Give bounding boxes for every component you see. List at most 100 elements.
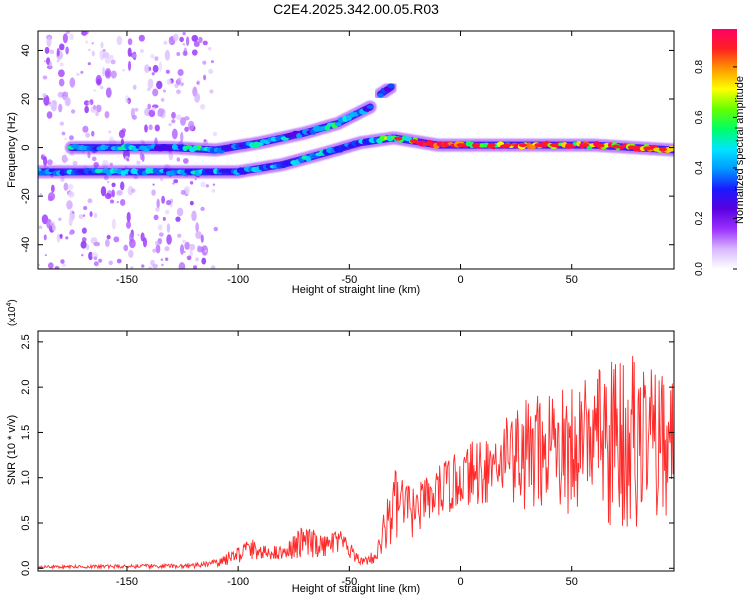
spectrogram-noise-speck [137, 233, 140, 237]
spectrogram-noise-speck [188, 243, 196, 251]
spectrogram-noise-speck [161, 263, 164, 267]
spectrogram-noise-speck [60, 259, 65, 264]
spectrogram-noise-speck [51, 224, 57, 232]
spectrogram-noise-speck [68, 191, 75, 198]
spectrogram-noise-speck [116, 190, 123, 196]
spectrogram-noise-speck [87, 198, 93, 204]
spectrogram-noise-speck [65, 31, 70, 35]
spectrogram-noise-speck [98, 258, 103, 263]
spectrogram-noise-speck [88, 48, 91, 52]
spectrogram-noise-speck [46, 218, 52, 229]
spectrogram-noise-speck [171, 111, 176, 119]
spectrogram-noise-speck [195, 257, 200, 262]
spectrogram-noise-speck [151, 106, 156, 111]
spectrogram-noise-speck [80, 70, 84, 74]
spectrogram-noise-speck [132, 53, 137, 58]
spectrogram-peak [643, 146, 652, 151]
spectrogram-noise-speck [185, 36, 190, 47]
spectrogram-noise-speck [83, 100, 90, 106]
spectrogram-noise-speck [110, 199, 115, 204]
spectrogram-noise-speck [59, 62, 64, 67]
spectrogram-noise-speck [48, 262, 54, 269]
spectrogram-noise-speck [207, 46, 212, 51]
spectrogram-noise-speck [130, 188, 136, 193]
spectrogram-noise-speck [99, 49, 105, 61]
spectrogram-noise-speck [160, 98, 165, 102]
spectrogram-noise-speck [193, 265, 198, 269]
spectrogram-track-blob [366, 105, 374, 109]
spectrogram-noise-speck [44, 46, 50, 54]
spectrogram-noise-speck [130, 266, 134, 269]
spectrogram-noise-speck [126, 211, 131, 223]
snr-x-tick-label: -50 [341, 576, 357, 588]
spectrogram-noise-speck [49, 49, 55, 55]
spectrogram-noise-speck [147, 78, 154, 89]
spectrogram-noise-speck [202, 60, 207, 65]
spectrogram-noise-speck [197, 245, 201, 253]
spectrogram-noise-speck [91, 50, 95, 57]
spectrogram-noise-speck [212, 131, 218, 137]
spectrogram-noise-speck [102, 66, 106, 77]
spectrogram-noise-speck [183, 116, 190, 121]
spectrogram-noise-speck [144, 64, 150, 74]
spectrogram-noise-speck [62, 33, 68, 44]
spectrogram-noise-speck [141, 153, 145, 162]
spectrogram-noise-speck [179, 36, 184, 43]
spectrogram-noise-speck [166, 78, 172, 85]
spectrogram-noise-speck [176, 207, 184, 217]
colorbar-tick-label: 0.0 [694, 262, 705, 276]
spectrogram-noise-speck [148, 266, 153, 269]
spectrogram-noise-speck [171, 119, 176, 124]
spectrogram-x-tick-label: 0 [457, 274, 463, 286]
spectrogram-peak [472, 143, 481, 148]
spectrogram-noise-speck [104, 111, 110, 119]
spectrogram-noise-speck [209, 89, 214, 94]
spectrogram-noise-speck [38, 225, 43, 229]
spectrogram-noise-speck [151, 72, 155, 76]
spectrogram-noise-speck [194, 92, 201, 103]
spectrogram-noise-speck [128, 249, 134, 258]
spectrogram-noise-speck [138, 34, 145, 42]
spectrogram-noise-speck [58, 103, 63, 113]
spectrogram-x-tick-label: 50 [566, 274, 578, 286]
spectrogram-noise-speck [141, 264, 145, 268]
snr-x-tick-label: 50 [566, 576, 578, 588]
spectrogram-noise-speck [91, 130, 95, 137]
spectrogram-noise-speck [108, 260, 113, 266]
spectrogram-noise-speck [106, 180, 110, 184]
snr-x-axis-label: Height of straight line (km) [292, 583, 420, 595]
spectrogram-peak [456, 143, 465, 148]
spectrogram-noise-speck [80, 240, 87, 249]
spectrogram-noise-speck [43, 153, 46, 157]
spectrogram-noise-speck [153, 214, 159, 221]
spectrogram-noise-speck [50, 184, 55, 193]
colorbar: 0.0 0.2 0.4 0.6 0.8 Normalized spectral ampl… [694, 29, 746, 276]
spectrogram-noise-speck [168, 122, 172, 127]
spectrogram-noise-speck [182, 50, 188, 56]
spectrogram-track-blob [324, 124, 331, 131]
spectrogram-peak [487, 143, 496, 148]
spectrogram-noise-speck [191, 210, 197, 222]
spectrogram-noise-speck [81, 253, 84, 257]
snr-y-axis-label: SNR (10 * v/v) [6, 415, 18, 485]
spectrogram-peak [596, 143, 605, 148]
spectrogram-noise-speck [152, 64, 159, 73]
snr-x-ticks: -150 -100 -50 0 50 [116, 331, 578, 588]
spectrogram-noise-speck [152, 263, 158, 269]
spectrogram-noise-speck [201, 257, 207, 265]
spectrogram-noise-speck [182, 42, 186, 46]
spectrogram-noise-speck [198, 36, 203, 43]
spectrogram-noise-speck [171, 128, 178, 140]
spectrogram-noise-speck [85, 40, 89, 44]
spectrogram-noise-speck [85, 244, 90, 251]
spectrogram-noise-speck [162, 89, 167, 93]
spectrogram-noise-speck [178, 262, 186, 269]
spectrogram-noise-speck [93, 256, 98, 261]
spectrogram-noise-speck [127, 60, 132, 71]
spectrogram-noise-speck [121, 128, 127, 133]
spectrogram-noise-speck [191, 34, 199, 42]
spectrogram-noise-speck [155, 244, 161, 254]
spectrogram-noise-speck [152, 183, 155, 186]
snr-y-tick-label: 0.0 [20, 561, 32, 576]
